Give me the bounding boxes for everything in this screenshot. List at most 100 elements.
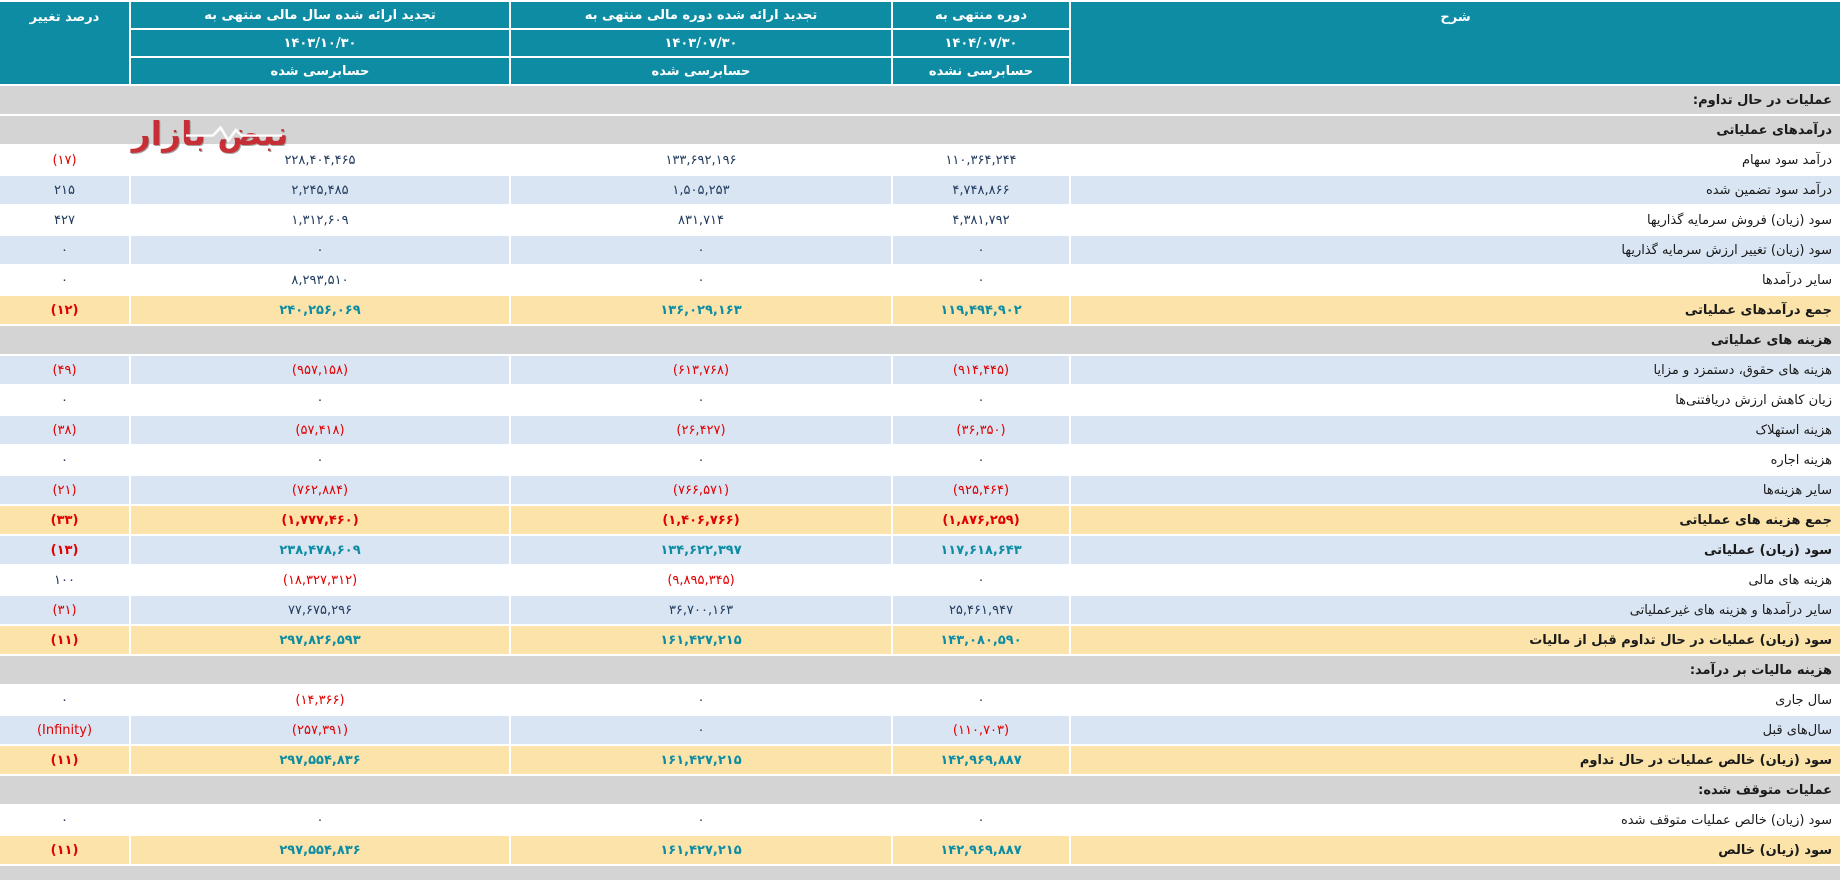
row-label: سایر درآمدها و هزینه های غیرعملیاتی xyxy=(1069,594,1842,626)
value-restated-period: ۰ xyxy=(509,714,893,746)
value-percent-change: (۱۲) xyxy=(0,294,131,326)
value-percent-change: ۰ xyxy=(0,804,131,836)
value-percent-change: ۱۰۰ xyxy=(0,564,131,596)
value-restated-period: ۰ xyxy=(509,444,893,476)
value-current-period: ۰ xyxy=(891,804,1071,836)
value-percent-change: ۰ xyxy=(0,264,131,296)
column-header-description: شرح xyxy=(1069,0,1842,86)
data-row: سود (زیان) خالص عملیات در حال تداوم ۱۴۲,۹… xyxy=(0,744,1842,776)
value-restated-period: ۰ xyxy=(509,684,893,716)
column-header-restated-period: تجدید ارائه شده دوره مالی منتهی به xyxy=(509,0,893,30)
data-row: هزینه های حقوق، دستمزد و مزایا (۹۱۴,۴۴۵)(… xyxy=(0,354,1842,386)
row-label: هزینه های حقوق، دستمزد و مزایا xyxy=(1069,354,1842,386)
section-header-row xyxy=(0,864,1842,880)
value-current-period: ۴,۷۴۸,۸۶۶ xyxy=(891,174,1071,206)
row-label: جمع درآمدهای عملیاتی xyxy=(1069,294,1842,326)
value-restated-year: ۱,۳۱۲,۶۰۹ xyxy=(129,204,511,236)
value-restated-period: ۰ xyxy=(509,804,893,836)
header-audit-row: حسابرسی نشده حسابرسی شده حسابرسی شده xyxy=(0,56,1841,86)
data-row: سود (زیان) فروش سرمایه گذاریها ۴,۳۸۱,۷۹۲ ۸… xyxy=(0,204,1842,236)
data-row: سود (زیان) خالص ۱۴۲,۹۶۹,۸۸۷ ۱۶۱,۴۲۷,۲۱۵ ۲۹۷… xyxy=(0,834,1842,866)
data-row: سود (زیان) عملیاتی ۱۱۷,۶۱۸,۶۴۳ ۱۳۴,۶۲۲,۳۹۷… xyxy=(0,534,1842,566)
data-row: جمع هزینه های عملیاتی (۱,۸۷۶,۲۵۹) (۱,۴۰۶,۷… xyxy=(0,504,1842,536)
column-date-restated-period: ۱۴۰۳/۰۷/۳۰ xyxy=(509,28,893,58)
value-restated-year: ۲۴۰,۲۵۶,۰۶۹ xyxy=(129,294,511,326)
data-row: هزینه اجاره ۰ ۰ ۰ ۰ xyxy=(0,444,1842,476)
data-row: سایر هزینه‌ها (۹۲۵,۴۶۴) (۷۶۶,۵۷۱) (۷۶۲,۸۸۴)… xyxy=(0,474,1842,506)
data-row: سال‌های قبل (۱۱۰,۷۰۳) ۰ (۲۵۷,۳۹۱) (Infinity) xyxy=(0,714,1842,746)
value-current-period: (۹۱۴,۴۴۵) xyxy=(891,354,1071,386)
row-label: سود (زیان) تغییر ارزش سرمایه گذاریها xyxy=(1069,234,1842,266)
section-label: عملیات در حال تداوم: xyxy=(0,84,1842,116)
value-restated-year: ۰ xyxy=(129,444,511,476)
value-restated-period: ۰ xyxy=(509,234,893,266)
data-row: سود (زیان) خالص عملیات متوقف شده ۰ ۰ ۰ ۰ xyxy=(0,804,1842,836)
value-restated-year: ۰ xyxy=(129,234,511,266)
value-restated-year: ۲۹۷,۵۵۴,۸۳۶ xyxy=(129,744,511,776)
value-percent-change: (۱۱) xyxy=(0,834,131,866)
data-row: درآمد سود سهام ۱۱۰,۳۶۴,۲۴۴ ۱۳۳,۶۹۲,۱۹۶ ۲۲۸,… xyxy=(0,144,1842,176)
value-restated-period: (۷۶۶,۵۷۱) xyxy=(509,474,893,506)
value-restated-period: ۱۶۱,۴۲۷,۲۱۵ xyxy=(509,834,893,866)
column-audit-restated-period: حسابرسی شده xyxy=(509,56,893,86)
column-header-percent-change: درصد تغییر xyxy=(0,0,131,86)
table-header: شرح دوره منتهی به تجدید ارائه شده دوره م… xyxy=(0,0,1842,86)
row-label: سود (زیان) عملیاتی xyxy=(1069,534,1842,566)
value-current-period: ۲۵,۴۶۱,۹۴۷ xyxy=(891,594,1071,626)
value-restated-year: (۵۷,۴۱۸) xyxy=(129,414,511,446)
section-label: هزینه مالیات بر درآمد: xyxy=(0,654,1842,686)
value-current-period: ۰ xyxy=(891,684,1071,716)
table-body: عملیات در حال تداوم: درآمدهای عملیاتی درآم… xyxy=(0,84,1842,880)
value-percent-change: (۱۷) xyxy=(0,144,131,176)
section-label: درآمدهای عملیاتی xyxy=(0,114,1842,146)
value-percent-change: ۰ xyxy=(0,444,131,476)
value-current-period: ۴,۳۸۱,۷۹۲ xyxy=(891,204,1071,236)
value-current-period: ۱۴۲,۹۶۹,۸۸۷ xyxy=(891,834,1071,866)
value-percent-change: ۲۱۵ xyxy=(0,174,131,206)
data-row: سال جاری ۰ ۰ (۱۴,۳۶۶) ۰ xyxy=(0,684,1842,716)
value-percent-change: (۱۳) xyxy=(0,534,131,566)
value-restated-period: ۱۶۱,۴۲۷,۲۱۵ xyxy=(509,624,893,656)
data-row: سایر درآمدها ۰ ۰ ۸,۲۹۳,۵۱۰ ۰ xyxy=(0,264,1842,296)
data-row: سایر درآمدها و هزینه های غیرعملیاتی ۲۵,۴۶… xyxy=(0,594,1842,626)
data-row: زیان کاهش ارزش دریافتنی‌ها ۰ ۰ ۰ ۰ xyxy=(0,384,1842,416)
value-restated-year: ۲۹۷,۵۵۴,۸۳۶ xyxy=(129,834,511,866)
value-restated-year: ۸,۲۹۳,۵۱۰ xyxy=(129,264,511,296)
row-label: زیان کاهش ارزش دریافتنی‌ها xyxy=(1069,384,1842,416)
value-restated-period: ۸۳۱,۷۱۴ xyxy=(509,204,893,236)
row-label: سال جاری xyxy=(1069,684,1842,716)
value-restated-period: (۲۶,۴۲۷) xyxy=(509,414,893,446)
section-label xyxy=(0,864,1842,880)
value-restated-year: ۲۳۸,۴۷۸,۶۰۹ xyxy=(129,534,511,566)
value-current-period: (۱,۸۷۶,۲۵۹) xyxy=(891,504,1071,536)
value-percent-change: (۱۱) xyxy=(0,624,131,656)
data-row: هزینه های مالی ۰ (۹,۸۹۵,۳۴۵) (۱۸,۳۲۷,۳۱۲) ۱۰… xyxy=(0,564,1842,596)
row-label: هزینه استهلاک xyxy=(1069,414,1842,446)
value-percent-change: ۰ xyxy=(0,684,131,716)
section-label: هزینه های عملیاتی xyxy=(0,324,1842,356)
value-percent-change: (۳۱) xyxy=(0,594,131,626)
data-row: جمع درآمدهای عملیاتی ۱۱۹,۴۹۴,۹۰۲ ۱۳۶,۰۲۹,۱… xyxy=(0,294,1842,326)
value-restated-year: ۲۲۸,۴۰۴,۴۶۵ xyxy=(129,144,511,176)
column-header-restated-year: تجدید ارائه شده سال مالی منتهی به xyxy=(129,0,511,30)
row-label: هزینه های مالی xyxy=(1069,564,1842,596)
value-restated-year: (۱۸,۳۲۷,۳۱۲) xyxy=(129,564,511,596)
value-restated-period: ۰ xyxy=(509,264,893,296)
value-current-period: (۱۱۰,۷۰۳) xyxy=(891,714,1071,746)
section-label: عملیات متوقف شده: xyxy=(0,774,1842,806)
value-restated-year: ۰ xyxy=(129,804,511,836)
value-restated-year: (۱۴,۳۶۶) xyxy=(129,684,511,716)
value-current-period: ۰ xyxy=(891,444,1071,476)
value-restated-year: (۲۵۷,۳۹۱) xyxy=(129,714,511,746)
column-audit-current-period: حسابرسی نشده xyxy=(891,56,1071,86)
value-restated-period: ۱۶۱,۴۲۷,۲۱۵ xyxy=(509,744,893,776)
row-label: سود (زیان) فروش سرمایه گذاریها xyxy=(1069,204,1842,236)
row-label: سایر درآمدها xyxy=(1069,264,1842,296)
value-percent-change: (Infinity) xyxy=(0,714,131,746)
row-label: درآمد سود تضمین شده xyxy=(1069,174,1842,206)
value-current-period: ۰ xyxy=(891,264,1071,296)
value-percent-change: ۰ xyxy=(0,384,131,416)
value-current-period: ۱۴۲,۹۶۹,۸۸۷ xyxy=(891,744,1071,776)
